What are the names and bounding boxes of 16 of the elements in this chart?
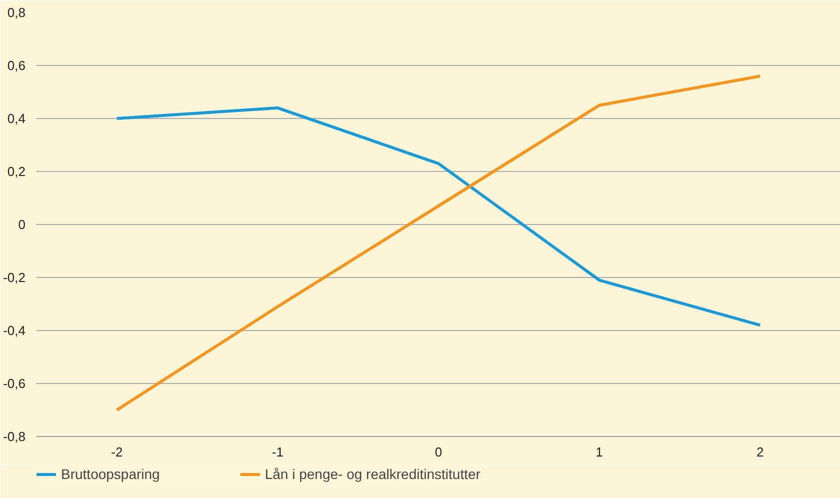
y-tick-label: -0,2 [3, 270, 26, 285]
x-tick-label: 2 [756, 444, 764, 460]
y-tick-label: -0,8 [3, 429, 26, 444]
legend-label: Bruttoopsparing [61, 466, 160, 482]
y-tick-label: 0,6 [7, 58, 26, 73]
y-tick-label: -0,4 [3, 323, 26, 338]
x-tick-label: -1 [272, 444, 284, 460]
y-tick-label: 0 [18, 217, 26, 232]
x-tick-label: 1 [596, 444, 603, 460]
y-tick-label: 0,4 [7, 111, 26, 126]
x-tick-label: 0 [434, 444, 442, 460]
legend-label: Lån i penge- og realkreditinstitutter [264, 466, 480, 482]
x-tick-label: -2 [111, 444, 123, 460]
y-tick-label: 0,8 [7, 5, 26, 20]
y-tick-label: -0,6 [3, 376, 26, 391]
y-tick-label: 0,2 [7, 164, 26, 179]
